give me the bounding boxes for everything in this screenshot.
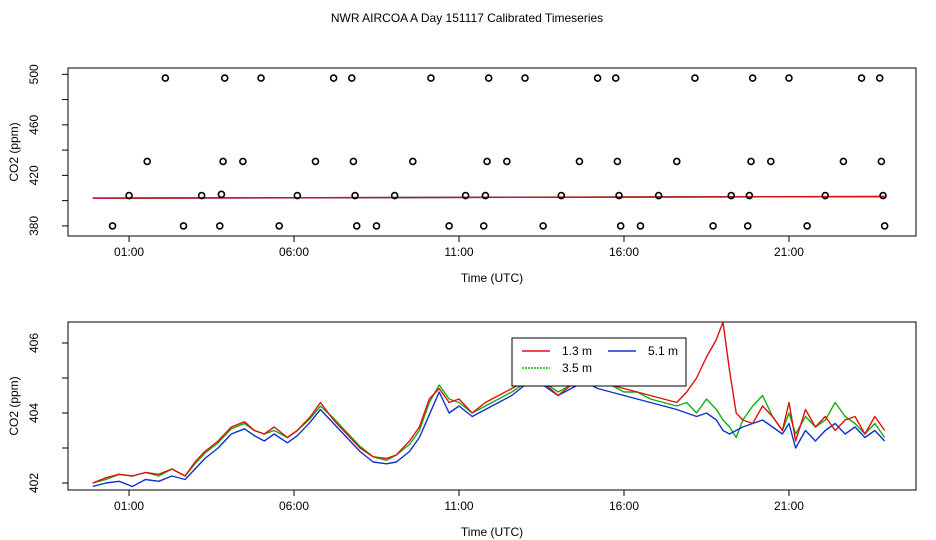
top-panel: 01:00 06:00 11:00 16:00 21:00 380 420 460 500 Tim… (7, 64, 917, 285)
data-point (217, 190, 226, 199)
data-point (672, 157, 681, 166)
data-point (293, 191, 302, 200)
data-point (747, 157, 755, 166)
y-axis-label: CO2 (ppm) (7, 376, 21, 435)
data-point (347, 74, 356, 82)
plot-frame (67, 67, 917, 237)
data-point (879, 191, 887, 200)
data-point (615, 191, 623, 200)
series-line-1-3-m (92, 321, 886, 484)
series-line-3-5-m (92, 373, 886, 484)
data-point (727, 191, 736, 200)
x-axis-label: Time (UTC) (461, 525, 523, 539)
data-point (479, 222, 488, 230)
data-point (557, 191, 566, 200)
data-point (257, 74, 265, 82)
data-point (521, 74, 529, 82)
x-tick-label: 16:00 (609, 245, 639, 259)
data-point (539, 222, 547, 230)
data-point (311, 157, 320, 166)
data-point (575, 157, 584, 166)
data-point (329, 74, 338, 82)
x-tick-label: 01:00 (114, 499, 144, 513)
data-point (275, 222, 283, 230)
x-tick-label: 11:00 (444, 245, 473, 259)
y-tick-label: 404 (27, 403, 41, 423)
data-point (839, 157, 848, 166)
data-point (352, 222, 361, 230)
data-point (857, 74, 866, 82)
data-point (613, 157, 622, 166)
data-point (880, 222, 889, 230)
y-axis-label: CO2 (ppm) (7, 122, 21, 181)
data-point (877, 157, 886, 166)
legend-label: 1.3 m (562, 344, 592, 358)
data-point (427, 74, 435, 82)
data-point (351, 191, 359, 200)
legend-box (511, 337, 687, 387)
data-point (219, 157, 227, 166)
data-point (748, 74, 757, 82)
data-point (654, 191, 663, 200)
y-tick-label: 460 (27, 115, 41, 135)
data-point (481, 191, 490, 200)
data-point (372, 222, 381, 230)
data-point (593, 74, 602, 82)
bottom-panel: 01:00 06:00 11:00 16:00 21:00 402 404 406 Time (… (7, 321, 917, 539)
data-point (161, 74, 170, 82)
chart-title: NWR AIRCOA A Day 151117 Calibrated Times… (331, 11, 603, 25)
y-tick-label: 420 (27, 165, 41, 185)
x-tick-label: 21:00 (774, 499, 804, 513)
data-point (745, 191, 754, 200)
data-point (409, 157, 417, 166)
x-tick-label: 06:00 (279, 245, 309, 259)
data-point (785, 74, 793, 82)
data-point (215, 222, 224, 230)
plot-frame (67, 321, 917, 491)
data-point (483, 157, 491, 166)
data-point (143, 157, 151, 166)
data-point (803, 222, 811, 230)
data-point (709, 222, 717, 230)
y-tick-label: 402 (27, 473, 41, 493)
data-point (611, 74, 620, 82)
y-tick-label: 380 (27, 216, 41, 236)
x-axis-label: Time (UTC) (461, 271, 523, 285)
x-tick-label: 21:00 (774, 245, 804, 259)
data-point (125, 191, 133, 200)
x-tick-label: 16:00 (609, 499, 639, 513)
data-point (636, 222, 645, 230)
data-point (445, 222, 453, 230)
data-point (349, 157, 358, 166)
x-tick-label: 01:00 (114, 245, 144, 259)
y-tick-label: 500 (27, 64, 41, 84)
x-tick-label: 06:00 (279, 499, 309, 513)
data-point (461, 191, 470, 200)
legend-label: 5.1 m (648, 344, 678, 358)
legend-label: 3.5 m (562, 361, 592, 375)
data-point (220, 74, 229, 82)
data-point (239, 157, 247, 166)
data-point (503, 157, 511, 166)
data-point (108, 222, 117, 230)
series-line-5-1-m (92, 380, 886, 488)
data-point (691, 74, 699, 82)
data-point (390, 191, 399, 200)
data-point (743, 222, 752, 230)
x-tick-label: 11:00 (444, 499, 473, 513)
data-point (875, 74, 884, 82)
data-point (197, 191, 206, 200)
data-point (767, 157, 775, 166)
data-point (179, 222, 188, 230)
data-point (484, 74, 493, 82)
data-point (821, 191, 830, 200)
data-point (616, 222, 625, 230)
y-tick-label: 406 (27, 333, 41, 353)
